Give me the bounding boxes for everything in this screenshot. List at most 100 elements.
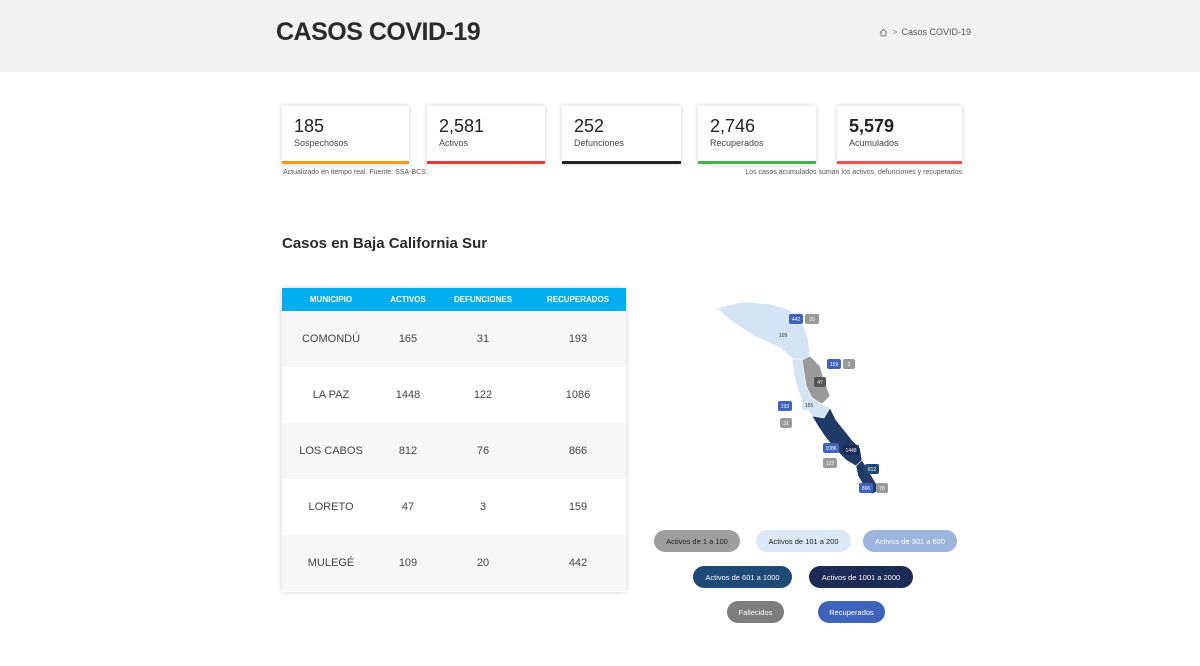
breadcrumb-current: Casos COVID-19	[901, 27, 971, 37]
table-cell: 3	[479, 501, 487, 513]
stat-value: 2,581	[439, 116, 485, 136]
stat-label: Defunciones	[574, 138, 625, 148]
table-cell: 76	[476, 445, 490, 457]
table-row: LA PAZ 1448 122 1086	[282, 367, 626, 423]
legend-activos-1-100[interactable]: Activos de 1 a 100	[654, 530, 740, 552]
table-row: MULEGÉ 109 20 442	[282, 535, 626, 591]
page-title: CASOS COVID-19	[276, 18, 481, 46]
stat-value: 252	[574, 116, 605, 136]
map-badge-recuperados	[789, 314, 803, 324]
legend-fallecidos[interactable]: Fallecidos	[727, 601, 784, 623]
stat-label: Recuperados	[710, 138, 764, 148]
table-cell: 165	[398, 333, 418, 345]
table-cell: 1448	[395, 389, 421, 401]
table-cell: 31	[476, 333, 490, 345]
table-body: COMONDÚ 165 31 193 LA PAZ 1448 122 1086 …	[282, 311, 626, 591]
table-cell: 812	[398, 445, 418, 457]
stat-card-sospechosos: 185 Sospechosos	[282, 106, 409, 164]
table-cell: 20	[476, 557, 490, 569]
table-cell: 866	[568, 445, 588, 457]
stat-value: 185	[294, 116, 325, 136]
table-cell: 442	[568, 557, 588, 569]
map-badge-fallecidos	[780, 418, 792, 428]
map-label: 109	[779, 333, 788, 339]
table-cell: 109	[398, 557, 418, 569]
legend-activos-101-200[interactable]: Activos de 101 a 200	[756, 530, 851, 552]
stat-card-defunciones: 252 Defunciones	[562, 106, 681, 164]
accumulated-note: Los casos acumulados suman los activos, …	[745, 169, 964, 176]
map-label: 31	[783, 421, 789, 427]
map-badge-activos	[865, 464, 879, 474]
map-label: 76	[879, 486, 885, 492]
map-label: 20	[809, 317, 815, 323]
home-icon[interactable]	[879, 28, 888, 37]
map-label: 442	[792, 317, 801, 323]
map-label: 122	[826, 461, 835, 467]
legend-activos-301-600[interactable]: Activos de 301 a 600	[863, 530, 957, 552]
table-cell: MULEGÉ	[307, 557, 355, 569]
map-badge-fallecidos	[823, 458, 837, 468]
map-badge-fallecidos	[843, 359, 855, 369]
table-cell: 159	[568, 501, 588, 513]
table-cell: 47	[401, 501, 415, 513]
map-label: 47	[817, 380, 823, 386]
map-label: 866	[862, 486, 871, 492]
map-badge-activos	[776, 330, 790, 340]
breadcrumb: > Casos COVID-19	[879, 27, 971, 37]
map-badge-recuperados	[827, 359, 841, 369]
stat-card-recuperados: 2,746 Recuperados	[698, 106, 816, 164]
section-title: Casos en Baja California Sur	[282, 235, 488, 252]
stat-card-acumulados: 5,579 Acumulados	[837, 106, 962, 164]
update-note: Actualizado en tiempo real. Fuente: SSA-…	[283, 169, 428, 176]
map-badge-fallecidos	[805, 314, 819, 324]
legend-activos-1001-2000[interactable]: Activos de 1001 a 2000	[809, 566, 913, 588]
map-badge-recuperados	[778, 401, 792, 411]
column-header: RECUPERADOS	[546, 295, 610, 304]
column-header: MUNICIPIO	[309, 295, 353, 304]
page-header: CASOS COVID-19 > Casos COVID-19	[0, 0, 1200, 72]
map-label: 193	[781, 404, 790, 410]
stat-label: Acumulados	[849, 138, 899, 148]
stat-card-activos: 2,581 Activos	[427, 106, 545, 164]
table-cell: LA PAZ	[312, 389, 350, 401]
map-label: 159	[830, 362, 839, 368]
breadcrumb-separator: >	[892, 27, 898, 37]
table-cell: LOS CABOS	[299, 445, 363, 457]
stat-bar	[427, 161, 545, 164]
map-badge-fallecidos	[876, 483, 888, 493]
column-header: DEFUNCIONES	[453, 295, 513, 304]
map-label: 812	[868, 467, 877, 473]
stat-value: 2,746	[710, 116, 756, 136]
table-cell: 193	[568, 333, 588, 345]
stat-bar	[837, 161, 962, 164]
map-label: 165	[805, 403, 814, 409]
map-label: 3	[848, 362, 851, 368]
map-region-mulege[interactable]	[716, 301, 811, 361]
table-row: LOS CABOS 812 76 866	[282, 423, 626, 479]
stat-bar	[698, 161, 816, 164]
stat-value: 5,579	[849, 116, 895, 136]
table-cell: COMONDÚ	[301, 333, 361, 345]
table-cell: 1086	[565, 389, 591, 401]
table-row: LORETO 47 3 159	[282, 479, 626, 535]
legend-recuperados[interactable]: Recuperados	[818, 601, 885, 623]
map-label: 1448	[845, 448, 856, 454]
table-cell: LORETO	[308, 501, 354, 513]
legend-activos-601-1000[interactable]: Activos de 601 a 1000	[693, 566, 792, 588]
map-badge-activos	[843, 445, 859, 455]
table-row: COMONDÚ 165 31 193	[282, 311, 626, 367]
map-badge-recuperados	[823, 443, 839, 453]
map-badge-activos	[814, 377, 826, 387]
stat-bar	[562, 161, 681, 164]
bcs-map: 442 20 109 159 3 47 193 165 31 1086 1448…	[716, 301, 888, 495]
stat-label: Sospechosos	[294, 138, 349, 148]
map-badge-activos	[802, 400, 816, 410]
map-label: 1086	[825, 446, 836, 452]
table-header: MUNICIPIO ACTIVOS DEFUNCIONES RECUPERADO…	[282, 288, 626, 311]
column-header: ACTIVOS	[390, 295, 426, 304]
stat-label: Activos	[439, 138, 469, 148]
map-badge-recuperados	[859, 483, 873, 493]
table-cell: 122	[473, 389, 493, 401]
municipality-table: MUNICIPIO ACTIVOS DEFUNCIONES RECUPERADO…	[282, 288, 626, 592]
stat-bar	[282, 161, 409, 164]
